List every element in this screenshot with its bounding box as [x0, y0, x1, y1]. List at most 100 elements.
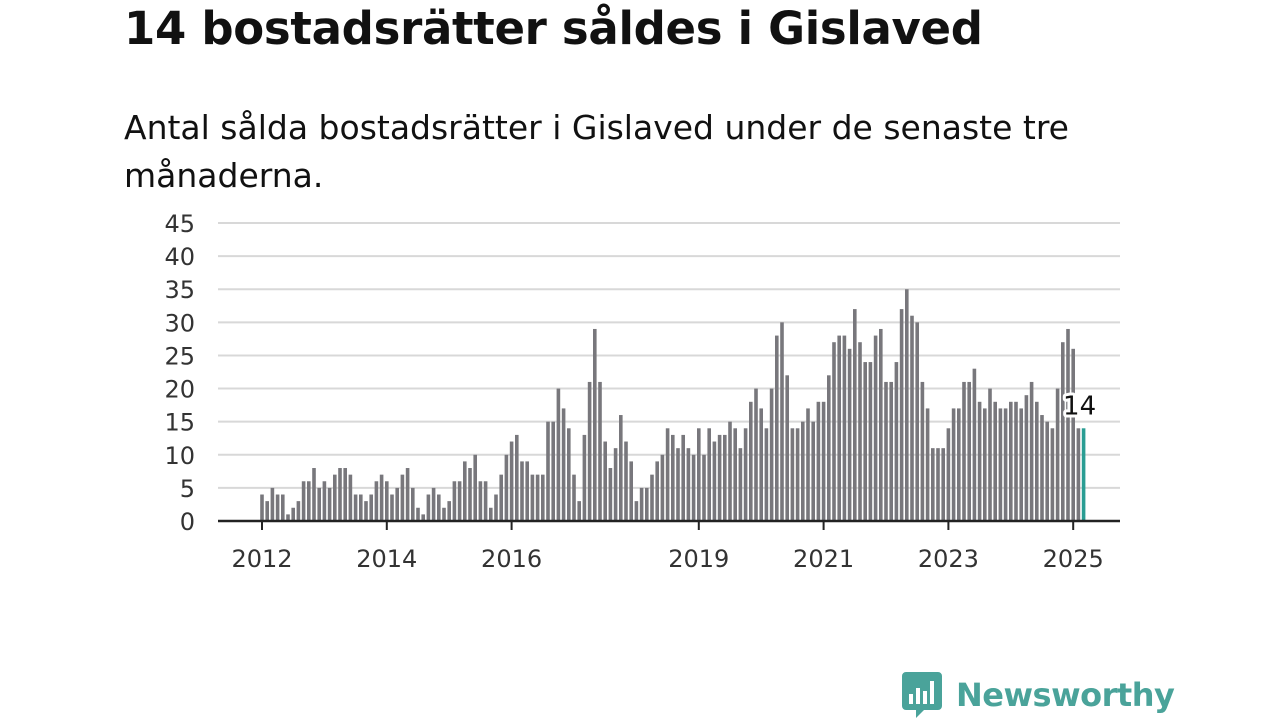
bar — [1009, 401, 1013, 521]
bar — [931, 448, 935, 521]
bar — [1045, 421, 1049, 521]
brand-logo: Newsworthy — [902, 670, 1175, 720]
bar — [764, 428, 769, 521]
y-tick-label: 15 — [164, 409, 195, 437]
bar — [421, 514, 425, 521]
y-tick-label: 35 — [164, 276, 195, 304]
bar — [374, 481, 379, 521]
bar — [483, 481, 488, 521]
bar — [577, 501, 581, 521]
bar — [468, 468, 472, 521]
bar — [769, 388, 774, 521]
bar — [832, 342, 836, 521]
bar — [478, 481, 483, 521]
bar — [1040, 415, 1044, 521]
bar — [951, 408, 956, 521]
y-tick-label: 45 — [164, 210, 195, 238]
bar — [260, 494, 264, 521]
bar — [712, 441, 717, 521]
bars — [260, 289, 1086, 521]
bar — [925, 408, 930, 521]
bar — [457, 481, 462, 521]
bar — [317, 487, 321, 521]
bar — [1014, 401, 1018, 521]
bar — [967, 381, 971, 521]
bar — [645, 487, 649, 521]
bar — [827, 375, 831, 521]
bar — [634, 501, 639, 521]
bar — [998, 408, 1003, 521]
bar — [551, 421, 555, 521]
bar — [515, 434, 519, 521]
bar — [556, 388, 561, 521]
bar — [489, 507, 493, 521]
bar — [780, 322, 784, 521]
bar — [281, 494, 285, 521]
bar — [385, 481, 389, 521]
bar — [894, 362, 899, 521]
x-tick-label: 2021 — [793, 545, 854, 573]
bar — [639, 487, 644, 521]
bar — [842, 335, 847, 521]
bar — [738, 448, 743, 521]
bar — [546, 421, 550, 521]
bar — [655, 461, 659, 521]
bar — [359, 494, 363, 521]
x-tick-label: 2019 — [668, 545, 729, 573]
bar — [405, 468, 410, 521]
bar — [312, 468, 316, 521]
bar — [291, 507, 295, 521]
y-tick-label: 5 — [180, 475, 195, 503]
last-value-label: 14 — [1063, 391, 1096, 421]
bar — [879, 328, 883, 521]
bar — [608, 468, 613, 521]
bar — [395, 487, 399, 521]
bar — [327, 487, 332, 521]
bar — [759, 408, 763, 521]
bar — [988, 388, 992, 521]
bar — [884, 381, 888, 521]
bar — [629, 461, 633, 521]
bar — [353, 494, 358, 521]
bar — [582, 434, 587, 521]
bar-highlight — [1081, 428, 1086, 521]
y-tick-label: 0 — [180, 508, 195, 536]
bar — [1029, 381, 1034, 521]
x-tick-label: 2023 — [918, 545, 979, 573]
bar — [790, 428, 795, 521]
bar — [801, 421, 805, 521]
chart-title: 14 bostadsrätter såldes i Gislaved — [124, 2, 983, 55]
bar — [1019, 408, 1023, 521]
bar — [603, 441, 607, 521]
bar — [1071, 348, 1075, 521]
bar — [660, 454, 665, 521]
bar — [426, 494, 431, 521]
annotations: 14 — [1060, 388, 1099, 424]
bar — [613, 448, 618, 521]
bar — [811, 421, 815, 521]
bar — [541, 474, 545, 521]
bar — [707, 428, 711, 521]
bar — [535, 474, 540, 521]
bar — [437, 494, 441, 521]
bar — [598, 381, 602, 521]
y-tick-label: 10 — [164, 442, 195, 470]
bar — [1066, 328, 1070, 521]
bar — [431, 487, 436, 521]
bar — [873, 335, 878, 521]
bar — [847, 348, 852, 521]
bar — [671, 434, 675, 521]
bar — [775, 335, 779, 521]
bar — [749, 401, 753, 521]
bar — [411, 487, 415, 521]
y-tick-label: 25 — [164, 342, 195, 370]
bar — [723, 434, 727, 521]
bar — [296, 501, 301, 521]
bar — [1003, 408, 1008, 521]
bar — [624, 441, 628, 521]
bar — [275, 494, 280, 521]
bar — [806, 408, 810, 521]
bar — [983, 408, 987, 521]
bar — [1061, 342, 1065, 521]
bar — [1076, 428, 1081, 521]
